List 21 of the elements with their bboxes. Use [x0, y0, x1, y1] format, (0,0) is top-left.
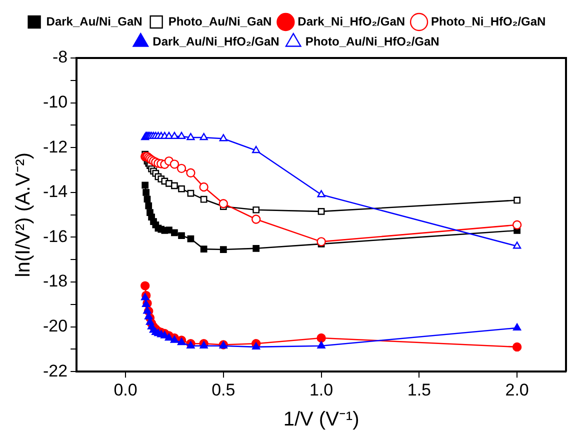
legend-label: Dark_Au/Ni_HfO₂/GaN	[152, 34, 280, 48]
legend-label: Dark_Ni_HfO₂/GaN	[298, 14, 406, 28]
legend-label: Photo_Ni_HfO₂/GaN	[431, 14, 546, 28]
y-tick-label: -18	[42, 272, 68, 291]
y-tick-label: -10	[42, 92, 68, 112]
x-tick-label: 1.5	[407, 380, 431, 400]
y-tick-label: -16	[42, 226, 68, 246]
y-tick-label: -8	[52, 48, 68, 67]
x-tick-label: 0.5	[212, 380, 236, 400]
x-axis-title: 1/V (V⁻¹)	[283, 408, 360, 431]
x-tick-label: 0.0	[114, 380, 138, 400]
x-tick-label: 2.0	[505, 380, 529, 400]
y-tick-label: -22	[42, 361, 68, 380]
legend-label: Photo_Au/Ni_GaN	[168, 14, 272, 28]
x-tick-label: 1.0	[309, 380, 334, 400]
legend-label: Photo_Au/Ni_HfO₂/GaN	[305, 34, 440, 48]
y-tick-label: -20	[42, 316, 68, 336]
y-axis-title: ln(I/V²) (A.V⁻²)	[12, 152, 35, 278]
y-tick-label: -12	[42, 137, 68, 156]
y-tick-label: -14	[42, 182, 68, 202]
legend-label: Dark_Au/Ni_GaN	[46, 14, 142, 28]
